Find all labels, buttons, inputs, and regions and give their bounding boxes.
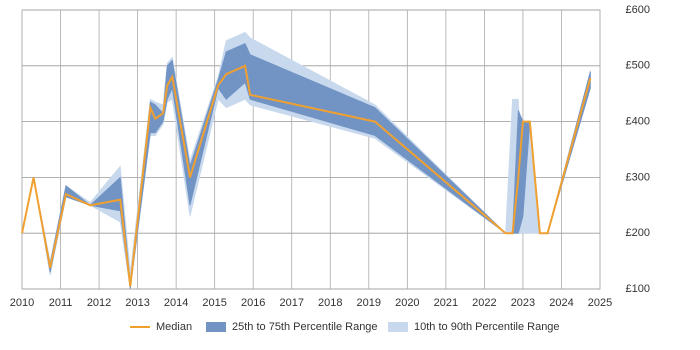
x-tick-label: 2010	[10, 297, 34, 309]
x-tick-label: 2011	[49, 297, 73, 309]
x-tick-label: 2023	[511, 297, 535, 309]
x-tick-label: 2016	[241, 297, 265, 309]
y-tick-label: £100	[626, 283, 650, 295]
y-tick-label: £200	[626, 227, 650, 239]
legend-label: Median	[156, 321, 192, 333]
x-tick-label: 2017	[279, 297, 303, 309]
legend-label: 25th to 75th Percentile Range	[232, 321, 378, 333]
y-tick-label: £500	[626, 60, 650, 72]
plot-area	[21, 9, 601, 290]
y-tick-label: £600	[626, 4, 650, 16]
x-tick-label: 2024	[549, 297, 573, 309]
y-tick-label: £300	[626, 171, 650, 183]
median-line	[21, 64, 592, 287]
legend-label: 10th to 90th Percentile Range	[414, 321, 560, 333]
x-tick-label: 2018	[318, 297, 342, 309]
x-tick-label: 2019	[357, 297, 381, 309]
x-tick-label: 2022	[472, 297, 496, 309]
x-tick-label: 2021	[434, 297, 458, 309]
legend-swatch	[206, 322, 226, 332]
x-tick-label: 2014	[164, 297, 188, 309]
x-tick-label: 2012	[87, 297, 111, 309]
legend-swatch	[388, 322, 408, 332]
x-tick-label: 2020	[395, 297, 419, 309]
y-tick-label: £400	[626, 116, 650, 128]
x-tick-label: 2015	[202, 297, 226, 309]
x-tick-label: 2013	[125, 297, 149, 309]
x-tick-label: 2025	[588, 297, 612, 309]
